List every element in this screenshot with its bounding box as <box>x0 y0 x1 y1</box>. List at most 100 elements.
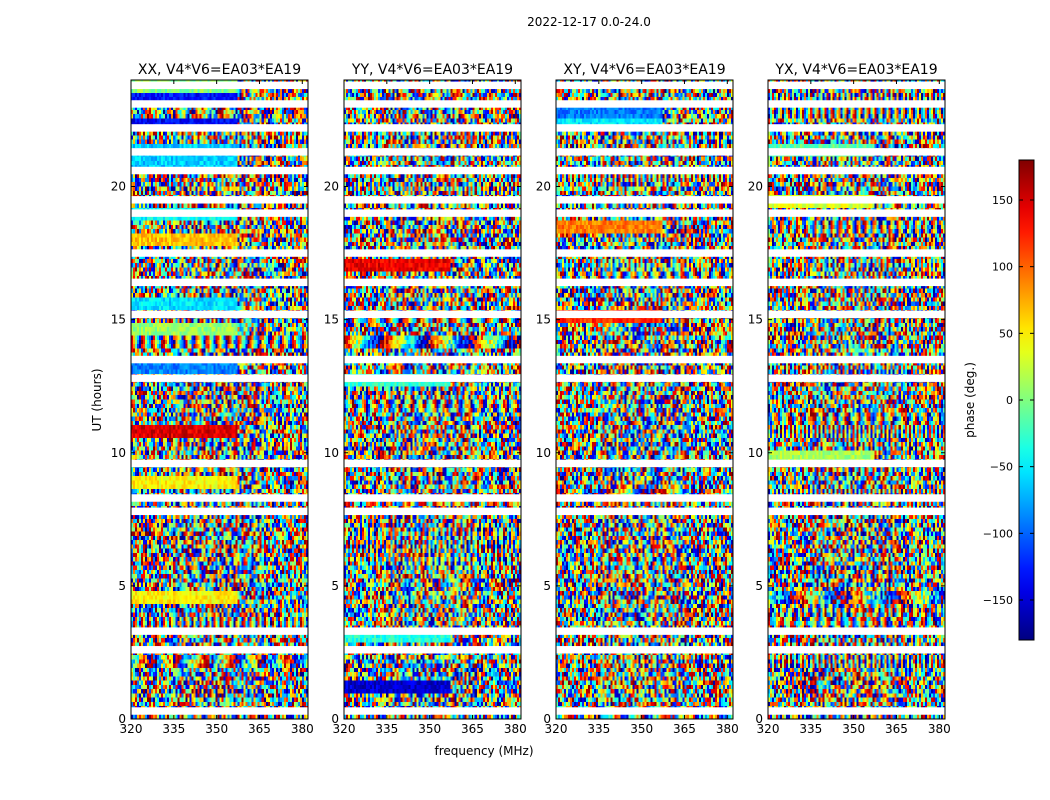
panel-yy: YY, V4*V6=EA03*EA19 320 335 350 365 380 0 5 10 15… <box>324 62 527 736</box>
flagged-row <box>344 196 521 204</box>
colorbar-tick-label: 100 <box>992 261 1013 274</box>
x-tick-label: 350 <box>418 722 441 736</box>
axes-frame <box>343 79 522 720</box>
colorbar-tick-label: 150 <box>992 194 1013 207</box>
y-tick-label: 20 <box>111 180 126 194</box>
flagged-row <box>344 166 521 175</box>
flagged-row <box>344 374 521 382</box>
y-tick-label: 10 <box>111 446 126 460</box>
y-tick-label: 20 <box>748 180 763 194</box>
flagged-row <box>768 124 945 132</box>
flagged-row <box>556 494 733 502</box>
y-tick-label: 20 <box>324 180 339 194</box>
flagged-row <box>556 507 733 516</box>
flagged-row <box>131 627 308 635</box>
y-tick-label: 10 <box>324 446 339 460</box>
y-tick-label: 0 <box>755 712 763 726</box>
flagged-row <box>344 355 521 364</box>
flagged-row <box>768 355 945 364</box>
flagged-row <box>344 494 521 502</box>
colorbar-tick-label: −100 <box>983 527 1013 540</box>
panel-title: YY, V4*V6=EA03*EA19 <box>351 62 513 78</box>
y-tick-label: 0 <box>543 712 551 726</box>
flagged-row <box>768 507 945 516</box>
y-tick-label: 10 <box>536 446 551 460</box>
flagged-row <box>768 494 945 502</box>
y-axis-label: UT (hours) <box>90 368 104 431</box>
x-tick-label: 320 <box>333 722 356 736</box>
flagged-row <box>344 646 521 654</box>
y-tick-label: 15 <box>324 313 339 327</box>
panel-title: XY, V4*V6=EA03*EA19 <box>563 62 725 78</box>
flagged-row <box>768 249 945 257</box>
x-tick-label: 335 <box>799 722 822 736</box>
flagged-row <box>768 166 945 175</box>
phase-heatmap-image <box>768 80 945 719</box>
x-tick-label: 365 <box>673 722 696 736</box>
x-tick-label: 380 <box>504 722 527 736</box>
phase-heatmap-image <box>344 80 521 719</box>
x-tick-label: 365 <box>885 722 908 736</box>
y-tick-label: 5 <box>543 579 551 593</box>
flagged-row <box>344 310 521 319</box>
panel-title: YX, V4*V6=EA03*EA19 <box>774 62 937 78</box>
x-tick-label: 335 <box>587 722 610 736</box>
flagged-row <box>131 707 308 715</box>
flagged-row <box>344 627 521 635</box>
flagged-row <box>131 646 308 654</box>
flagged-row <box>768 278 945 287</box>
y-tick-label: 10 <box>748 446 763 460</box>
flagged-row <box>556 196 733 204</box>
flagged-row <box>344 507 521 516</box>
y-tick-label: 5 <box>118 579 126 593</box>
x-tick-label: 350 <box>630 722 653 736</box>
phase-heatmap-image <box>131 80 308 719</box>
colorbar-tick-label: 50 <box>999 327 1013 340</box>
y-tick-label: 5 <box>755 579 763 593</box>
flagged-row <box>768 459 945 468</box>
x-tick-label: 380 <box>291 722 314 736</box>
y-tick-label: 0 <box>331 712 339 726</box>
x-tick-label: 320 <box>120 722 143 736</box>
flagged-row <box>556 124 733 132</box>
colorbar-tick-label: −50 <box>990 461 1013 474</box>
flagged-row <box>131 209 308 217</box>
y-tick-label: 5 <box>331 579 339 593</box>
x-tick-label: 335 <box>162 722 185 736</box>
flagged-row <box>131 249 308 257</box>
x-tick-label: 380 <box>716 722 739 736</box>
flagged-row <box>131 148 308 156</box>
flagged-row <box>768 196 945 204</box>
y-tick-label: 20 <box>536 180 551 194</box>
flagged-row <box>556 148 733 156</box>
flagged-row <box>344 459 521 468</box>
panel-xx: XX, V4*V6=EA03*EA19 320 335 350 365 380 0 5 10 15… <box>111 62 314 736</box>
flagged-row <box>556 209 733 217</box>
flagged-row <box>131 196 308 204</box>
colorbar: −150 −100 −50 0 50 100 150 <box>983 159 1035 641</box>
flagged-row <box>344 148 521 156</box>
flagged-row <box>344 249 521 257</box>
flagged-row <box>768 374 945 382</box>
flagged-row <box>131 494 308 502</box>
colorbar-tick-label: −150 <box>983 594 1013 607</box>
flagged-row <box>768 707 945 715</box>
phase-heatmap-image <box>556 80 733 719</box>
flagged-row <box>556 459 733 468</box>
flagged-row <box>131 81 308 90</box>
flagged-row <box>768 100 945 108</box>
flagged-row <box>556 374 733 382</box>
flagged-row <box>556 355 733 364</box>
flagged-row <box>344 100 521 108</box>
y-tick-label: 0 <box>118 712 126 726</box>
axes-frame <box>130 79 309 720</box>
y-tick-label: 15 <box>536 313 551 327</box>
colorbar-label: phase (deg.) <box>963 362 977 438</box>
flagged-row <box>556 310 733 319</box>
flagged-row <box>768 646 945 654</box>
flagged-row <box>768 310 945 319</box>
flagged-row <box>556 627 733 635</box>
flagged-row <box>556 249 733 257</box>
flagged-row <box>768 148 945 156</box>
